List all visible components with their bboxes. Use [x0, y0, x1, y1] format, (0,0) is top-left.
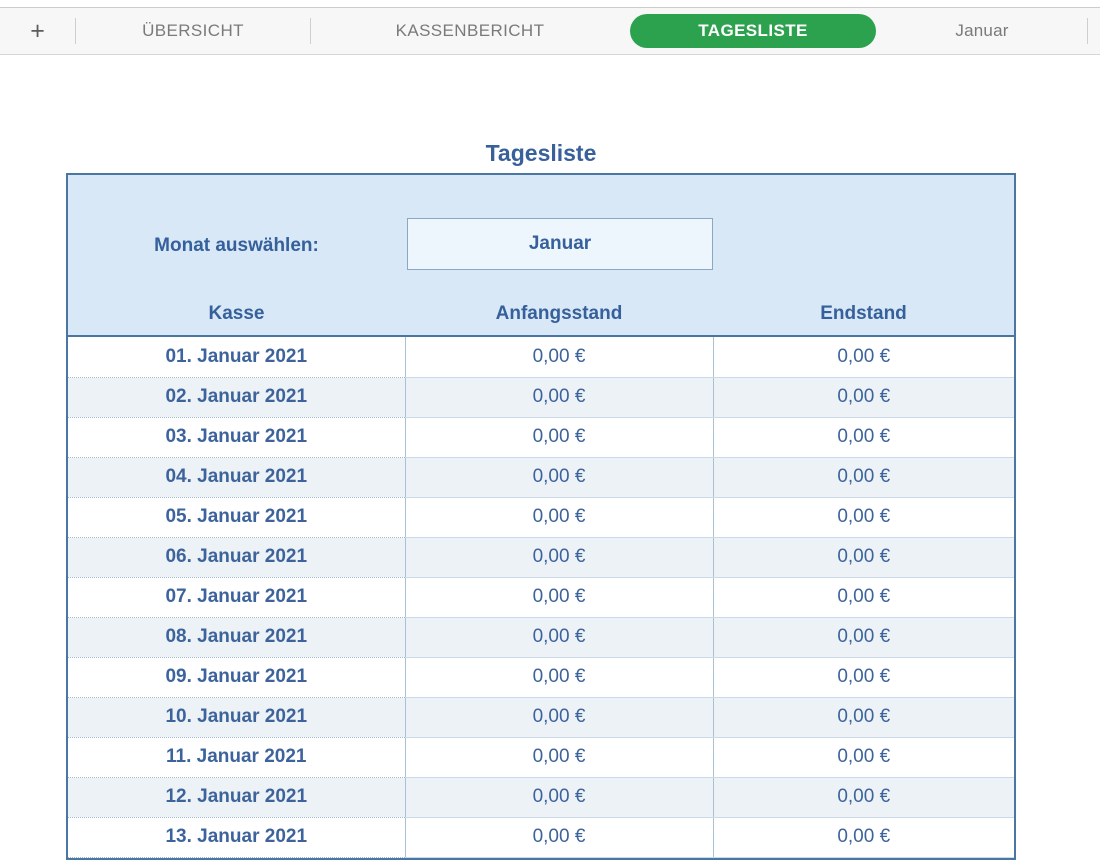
add-sheet-button[interactable]: +	[0, 8, 75, 54]
table-row: 07. Januar 2021 0,00 € 0,00 €	[68, 577, 1014, 618]
table-row: 02. Januar 2021 0,00 € 0,00 €	[68, 377, 1014, 418]
endstand-cell[interactable]: 0,00 €	[712, 617, 1014, 658]
endstand-cell[interactable]: 0,00 €	[712, 377, 1014, 418]
date-cell[interactable]: 10. Januar 2021	[68, 697, 405, 738]
table-row: 04. Januar 2021 0,00 € 0,00 €	[68, 457, 1014, 498]
month-select-label: Monat auswählen:	[154, 235, 319, 256]
date-cell[interactable]: 01. Januar 2021	[68, 337, 405, 378]
anfangsstand-cell[interactable]: 0,00 €	[404, 377, 713, 418]
date-cell[interactable]: 08. Januar 2021	[68, 617, 405, 658]
column-header-kasse[interactable]: Kasse	[208, 303, 265, 324]
endstand-cell[interactable]: 0,00 €	[712, 337, 1014, 378]
date-cell[interactable]: 02. Januar 2021	[68, 377, 405, 418]
data-grid: 01. Januar 2021 0,00 € 0,00 € 02. Januar…	[68, 337, 1014, 858]
anfangsstand-cell[interactable]: 0,00 €	[404, 537, 713, 578]
endstand-cell[interactable]: 0,00 €	[712, 657, 1014, 698]
anfangsstand-cell[interactable]: 0,00 €	[404, 697, 713, 738]
endstand-cell[interactable]: 0,00 €	[712, 497, 1014, 538]
date-cell[interactable]: 12. Januar 2021	[68, 777, 405, 818]
tab-divider	[310, 18, 311, 44]
active-tab-pill: TAGESLISTE	[630, 14, 876, 48]
table-row: 05. Januar 2021 0,00 € 0,00 €	[68, 497, 1014, 538]
endstand-cell[interactable]: 0,00 €	[712, 777, 1014, 818]
table-row: 10. Januar 2021 0,00 € 0,00 €	[68, 697, 1014, 738]
column-headers: Kasse Anfangsstand Endstand	[68, 295, 1014, 335]
endstand-cell[interactable]: 0,00 €	[712, 417, 1014, 458]
date-cell[interactable]: 07. Januar 2021	[68, 577, 405, 618]
table-row: 06. Januar 2021 0,00 € 0,00 €	[68, 537, 1014, 578]
tab-divider	[75, 18, 76, 44]
endstand-cell[interactable]: 0,00 €	[712, 737, 1014, 778]
plus-icon: +	[30, 17, 45, 45]
tab-uebersicht[interactable]: ÜBERSICHT	[142, 21, 244, 40]
date-cell[interactable]: 04. Januar 2021	[68, 457, 405, 498]
anfangsstand-cell[interactable]: 0,00 €	[404, 777, 713, 818]
sheet-tab-bar: + ÜBERSICHT KASSENBERICHT TAGESLISTE Jan…	[0, 7, 1100, 55]
tab-kassenbericht[interactable]: KASSENBERICHT	[395, 21, 545, 40]
endstand-cell[interactable]: 0,00 €	[712, 537, 1014, 578]
anfangsstand-cell[interactable]: 0,00 €	[404, 737, 713, 778]
endstand-cell[interactable]: 0,00 €	[712, 817, 1014, 858]
anfangsstand-cell[interactable]: 0,00 €	[404, 457, 713, 498]
table-row: 08. Januar 2021 0,00 € 0,00 €	[68, 617, 1014, 658]
tab-januar[interactable]: Januar	[955, 21, 1009, 40]
table-row: 01. Januar 2021 0,00 € 0,00 €	[68, 337, 1014, 378]
date-cell[interactable]: 06. Januar 2021	[68, 537, 405, 578]
table-header-panel: Monat auswählen: Januar Kasse Anfangssta…	[68, 175, 1014, 337]
anfangsstand-cell[interactable]: 0,00 €	[404, 577, 713, 618]
tagesliste-table: Monat auswählen: Januar Kasse Anfangssta…	[66, 173, 1016, 860]
table-row: 09. Januar 2021 0,00 € 0,00 €	[68, 657, 1014, 698]
endstand-cell[interactable]: 0,00 €	[712, 577, 1014, 618]
table-row: 11. Januar 2021 0,00 € 0,00 €	[68, 737, 1014, 778]
endstand-cell[interactable]: 0,00 €	[712, 697, 1014, 738]
page-title: Tagesliste	[485, 140, 597, 166]
anfangsstand-cell[interactable]: 0,00 €	[404, 417, 713, 458]
table-row: 12. Januar 2021 0,00 € 0,00 €	[68, 777, 1014, 818]
anfangsstand-cell[interactable]: 0,00 €	[404, 617, 713, 658]
date-cell[interactable]: 09. Januar 2021	[68, 657, 405, 698]
column-header-endstand[interactable]: Endstand	[820, 303, 907, 324]
date-cell[interactable]: 03. Januar 2021	[68, 417, 405, 458]
endstand-cell[interactable]: 0,00 €	[712, 457, 1014, 498]
date-cell[interactable]: 13. Januar 2021	[68, 817, 405, 858]
date-cell[interactable]: 05. Januar 2021	[68, 497, 405, 538]
anfangsstand-cell[interactable]: 0,00 €	[404, 657, 713, 698]
anfangsstand-cell[interactable]: 0,00 €	[404, 497, 713, 538]
month-dropdown[interactable]: Januar	[407, 218, 713, 270]
anfangsstand-cell[interactable]: 0,00 €	[404, 337, 713, 378]
table-row: 03. Januar 2021 0,00 € 0,00 €	[68, 417, 1014, 458]
date-cell[interactable]: 11. Januar 2021	[68, 737, 405, 778]
column-header-anfangsstand[interactable]: Anfangsstand	[495, 303, 623, 324]
table-row: 13. Januar 2021 0,00 € 0,00 €	[68, 817, 1014, 858]
tab-tagesliste[interactable]: TAGESLISTE	[629, 14, 877, 48]
tab-divider	[1087, 18, 1088, 44]
anfangsstand-cell[interactable]: 0,00 €	[404, 817, 713, 858]
